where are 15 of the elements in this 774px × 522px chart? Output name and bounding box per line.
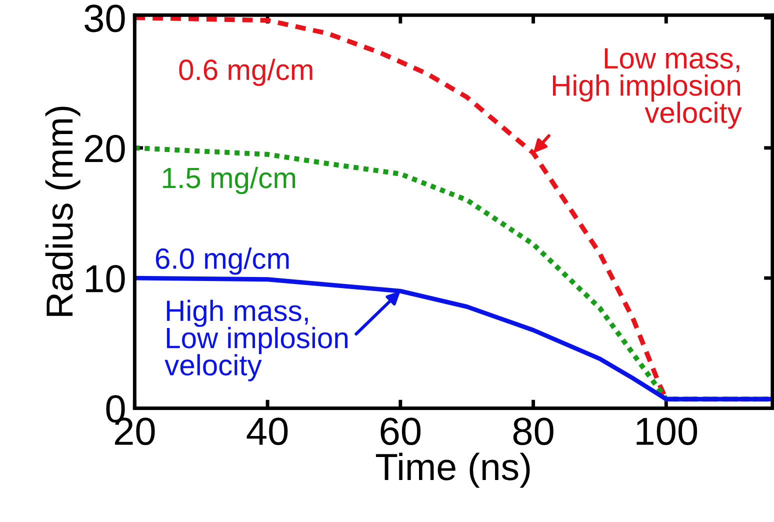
y-tick-label: 20	[85, 134, 125, 162]
y-tick-label: 10	[86, 264, 125, 293]
x-tick-label: 40	[246, 418, 288, 446]
line-series	[134, 276, 772, 402]
annotation: Low mass, High implosion velocity	[553, 48, 742, 129]
y-axis-title: Radius (mm)	[45, 106, 80, 316]
x-tick-label: 60	[380, 418, 421, 446]
series-label: 0.6 mg/cm	[179, 58, 312, 86]
series-label: 6.0 mg/cm	[156, 248, 289, 275]
x-tick-label: 100	[636, 418, 698, 446]
y-tick-label: 30	[84, 4, 125, 32]
x-axis-title: Time (ns)	[376, 452, 530, 488]
series-label: 1.5 mg/cm	[163, 166, 296, 194]
x-tick-label: 80	[513, 418, 554, 446]
annotation: High mass, Low implosion velocity	[164, 300, 348, 382]
